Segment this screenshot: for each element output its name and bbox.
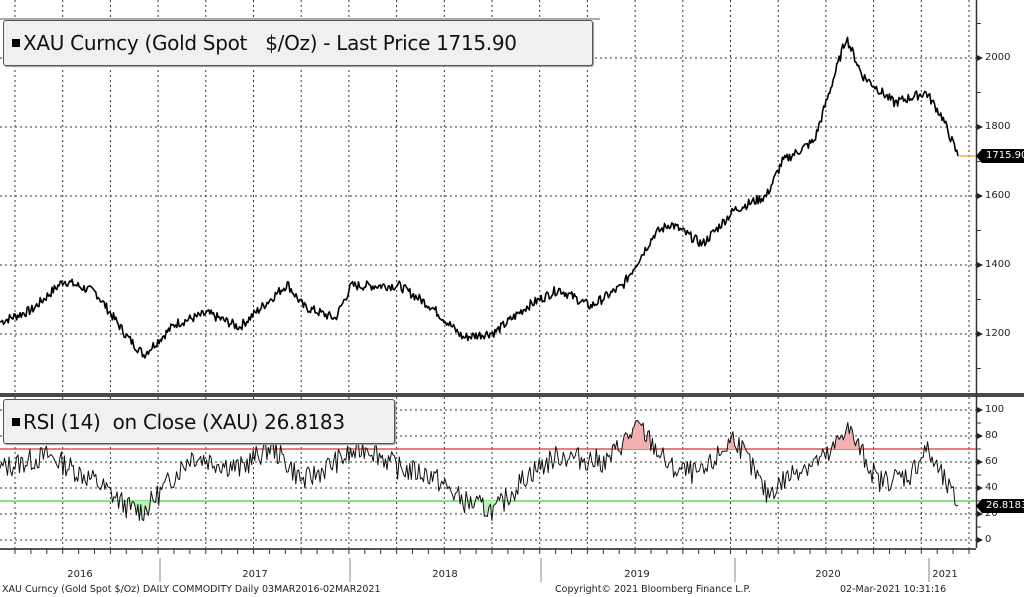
price-y-tick: 1800 <box>985 121 1011 132</box>
price-gridlines <box>0 57 976 335</box>
rsi-legend: RSI (14) on Close (XAU) 26.8183 <box>3 399 395 444</box>
x-ticks <box>14 549 970 554</box>
legend-square-icon <box>12 417 20 426</box>
rsi-legend-value: 26.8183 <box>264 409 345 434</box>
rsi-y-tick: 60 <box>985 456 998 467</box>
price-legend-label: XAU Curncy (Gold Spot $/Oz) - Last Price <box>23 31 431 55</box>
year-label: 2019 <box>624 569 650 580</box>
rsi-legend-label: RSI (14) on Close (XAU) <box>23 409 259 434</box>
footer-description: XAU Curncy (Gold Spot $/Oz) DAILY COMMOD… <box>2 584 381 595</box>
price-y-tick: 2000 <box>985 52 1011 63</box>
vertical-gridlines <box>14 0 970 549</box>
rsi-series <box>0 419 959 521</box>
panel-separator <box>0 393 976 397</box>
legend-square-icon <box>12 39 20 47</box>
price-y-tick: 1600 <box>985 190 1011 201</box>
footer-copyright: Copyright© 2021 Bloomberg Finance L.P. <box>555 584 751 595</box>
rsi-y-tick: 100 <box>985 404 1005 415</box>
price-y-tick: 1200 <box>985 328 1011 339</box>
rsi-y-tick: 0 <box>985 534 992 545</box>
year-label: 2017 <box>242 569 268 580</box>
year-label: 2020 <box>815 569 841 580</box>
price-legend-value: 1715.90 <box>436 31 517 55</box>
y-ticks <box>977 23 983 543</box>
year-label: 2016 <box>67 569 93 580</box>
rsi-y-tick: 20 <box>985 508 998 519</box>
rsi-y-tick: 40 <box>985 482 998 493</box>
price-legend: XAU Curncy (Gold Spot $/Oz) - Last Price… <box>3 20 593 66</box>
price-y-tick: 1400 <box>985 259 1011 270</box>
year-separators <box>159 558 930 582</box>
rsi-y-tick: 80 <box>985 430 998 441</box>
price-series <box>0 36 959 359</box>
last-rsi-tag: 26.8183 <box>975 499 1024 513</box>
footer-timestamp: 02-Mar-2021 10:31:16 <box>840 584 947 595</box>
last-price-tag: 1715.90 <box>975 149 1024 163</box>
year-label: 2021 <box>932 569 958 580</box>
year-label: 2018 <box>432 569 458 580</box>
